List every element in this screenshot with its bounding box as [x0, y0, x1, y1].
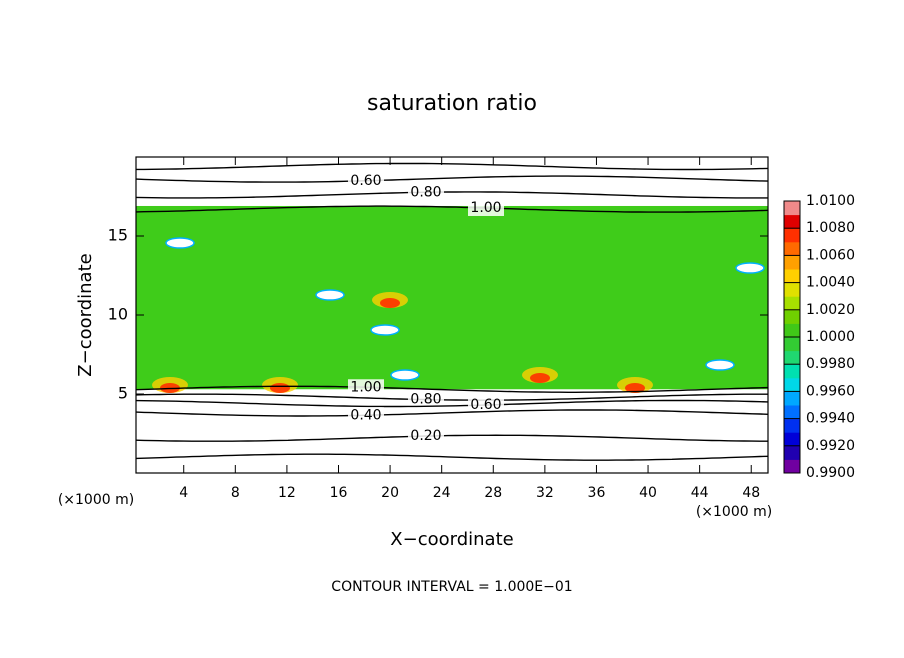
colorbar-tick-label: 1.0000: [806, 329, 855, 345]
x-tick-label: 4: [179, 485, 188, 501]
colorbar-tick-label: 1.0080: [806, 220, 855, 236]
colorbar-tick-label: 0.9940: [806, 411, 855, 427]
contour-label-bg: [348, 407, 384, 424]
y-axis-label: Z−coordinate: [75, 253, 96, 376]
colorbar-swatch: [784, 377, 800, 392]
contour-line: [135, 385, 769, 393]
contour-line: [135, 175, 769, 183]
dry-patch: [735, 262, 765, 274]
warm-spot: [530, 373, 550, 383]
contour-label: 0.60: [350, 173, 381, 189]
x-tick-label: 40: [639, 485, 657, 501]
x-tick-label: 32: [536, 485, 554, 501]
colorbar-tick-label: 1.0100: [806, 193, 855, 209]
x-tick-label: 44: [691, 485, 709, 501]
contour-line: [135, 399, 769, 408]
contour-line: [135, 191, 768, 199]
contour-label: 0.80: [410, 184, 441, 200]
colorbar-swatch: [784, 391, 800, 406]
colorbar-tick-label: 1.0040: [806, 275, 855, 291]
colorbar-swatch: [784, 309, 800, 324]
y-tick-label: 15: [108, 226, 128, 245]
warm-spot: [270, 383, 290, 393]
colorbar-swatch: [784, 255, 800, 270]
colorbar-tick-label: 1.0020: [806, 302, 855, 318]
x-unit: (×1000 m): [58, 492, 134, 508]
x-tick-label: 16: [330, 485, 348, 501]
warm-spot: [625, 383, 645, 393]
colorbar-swatch: [784, 432, 800, 447]
x-axis-label: X−coordinate: [390, 529, 513, 550]
x-unit: (×1000 m): [696, 504, 772, 520]
x-tick-label: 12: [278, 485, 296, 501]
contour-line: [135, 434, 768, 442]
dry-patch: [705, 359, 735, 371]
colorbar-swatch: [784, 269, 800, 284]
contour-label: 1.00: [350, 379, 381, 395]
x-tick-label: 36: [588, 485, 606, 501]
colorbar-swatch: [784, 418, 800, 433]
colorbar-tick-label: 1.0060: [806, 247, 855, 263]
contour-label-bg: [348, 379, 384, 396]
colorbar-swatch: [784, 228, 800, 243]
x-tick-label: 20: [381, 485, 399, 501]
x-tick-label: 8: [231, 485, 240, 501]
contour-label: 0.80: [410, 392, 441, 408]
colorbar-swatch: [784, 214, 800, 229]
x-tick-label: 24: [433, 485, 451, 501]
colorbar-swatch: [784, 350, 800, 365]
colorbar-tick-label: 0.9960: [806, 383, 855, 399]
contour-label: 0.60: [470, 397, 501, 413]
contour-label-bg: [408, 391, 444, 408]
contour-label: 0.20: [410, 428, 441, 444]
x-tick-label: 28: [484, 485, 502, 501]
contour-label-bg: [468, 397, 504, 414]
colorbar-swatch: [784, 405, 800, 420]
contour-line: [135, 393, 768, 401]
contour-label-bg: [348, 172, 384, 189]
contour-label-bg: [408, 184, 444, 201]
contour-line: [135, 409, 769, 417]
colorbar-swatch: [784, 364, 800, 379]
colorbar-swatch: [784, 296, 800, 311]
contour-label: 1.00: [470, 200, 501, 216]
contour-line: [135, 205, 769, 213]
chart-title: saturation ratio: [367, 91, 537, 116]
contour-label-bg: [408, 428, 444, 445]
y-tick-label: 10: [108, 305, 128, 324]
colorbar-tick-label: 0.9900: [806, 465, 855, 481]
colorbar-swatch: [784, 445, 800, 460]
contour-line: [135, 453, 769, 461]
colorbar-swatch: [784, 282, 800, 297]
colorbar-swatch: [784, 337, 800, 352]
colorbar-swatch: [784, 201, 800, 216]
saturated-layer: [136, 205, 768, 390]
colorbar-tick-label: 0.9920: [806, 438, 855, 454]
colorbar-tick-label: 0.9980: [806, 356, 855, 372]
contour-note: CONTOUR INTERVAL = 1.000E−01: [331, 579, 572, 595]
contour-line: [136, 162, 769, 171]
dry-patch: [390, 369, 420, 381]
contour-label: 0.40: [350, 407, 381, 423]
warm-spot: [380, 298, 400, 308]
x-tick-label: 48: [742, 485, 760, 501]
contour-label-bg: [468, 199, 504, 216]
dry-patch: [370, 324, 400, 336]
dry-patch: [315, 289, 345, 301]
colorbar-swatch: [784, 241, 800, 256]
dry-patch: [165, 237, 195, 249]
colorbar-swatch: [784, 459, 800, 474]
y-tick-label: 5: [118, 384, 128, 403]
colorbar-swatch: [784, 323, 800, 338]
